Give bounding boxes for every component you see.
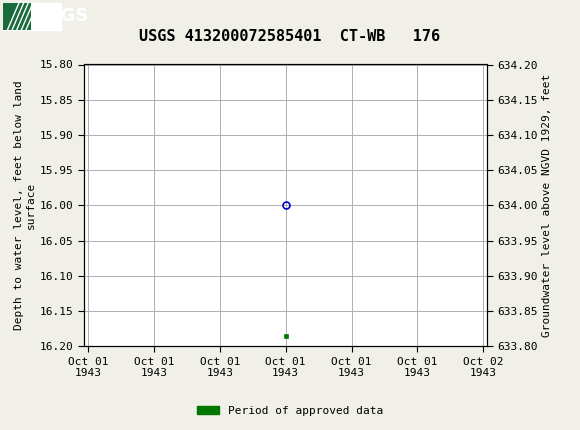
Bar (3, 3, 61, 30)
Text: USGS 413200072585401  CT-WB   176: USGS 413200072585401 CT-WB 176 (139, 29, 441, 44)
Bar (3, 3, 31, 30)
Y-axis label: Groundwater level above NGVD 1929, feet: Groundwater level above NGVD 1929, feet (542, 74, 552, 337)
Legend: Period of approved data: Period of approved data (193, 401, 387, 420)
Text: USGS: USGS (34, 7, 89, 25)
Y-axis label: Depth to water level, feet below land
surface: Depth to water level, feet below land su… (14, 80, 36, 330)
